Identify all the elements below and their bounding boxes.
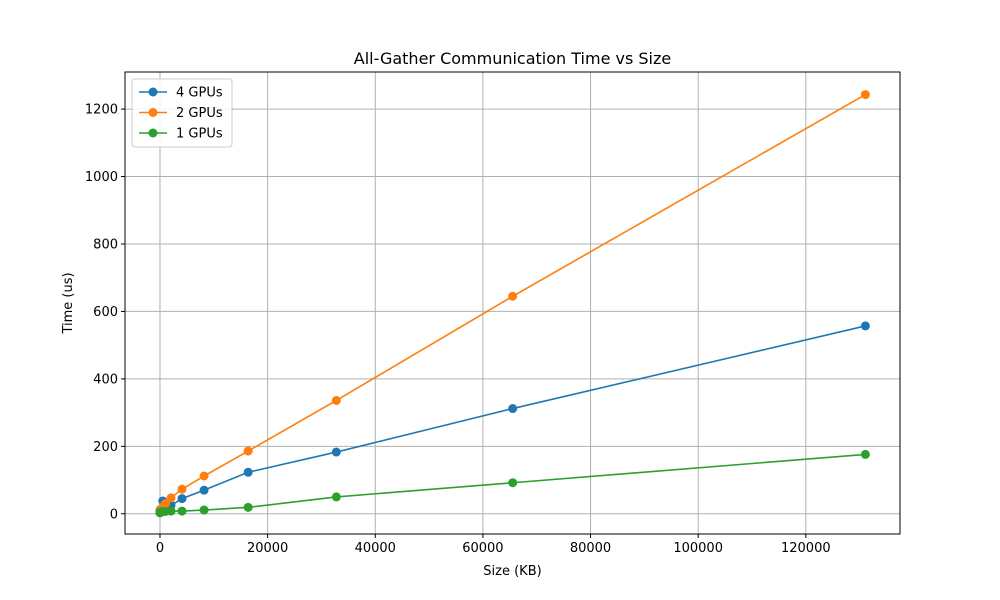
data-point bbox=[860, 90, 870, 100]
data-point bbox=[243, 502, 253, 512]
data-point bbox=[508, 291, 518, 301]
x-tick-label: 60000 bbox=[462, 541, 503, 556]
data-point bbox=[199, 471, 209, 481]
data-point bbox=[243, 467, 253, 477]
legend-item: 2 GPUs bbox=[139, 106, 223, 121]
x-tick-label: 20000 bbox=[247, 541, 288, 556]
series-2 bbox=[155, 449, 870, 518]
y-axis-label: Time (us) bbox=[61, 272, 76, 334]
y-tick-label: 800 bbox=[93, 237, 118, 252]
legend-marker bbox=[148, 128, 158, 138]
x-tick-label: 40000 bbox=[355, 541, 396, 556]
x-tick-label: 80000 bbox=[570, 541, 611, 556]
y-tick-label: 0 bbox=[110, 507, 118, 522]
series-layer bbox=[155, 90, 870, 518]
legend-item: 4 GPUs bbox=[139, 86, 223, 101]
x-axis-label: Size (KB) bbox=[483, 564, 541, 579]
data-point bbox=[199, 485, 209, 495]
y-tick-label: 200 bbox=[93, 440, 118, 455]
legend-marker bbox=[148, 87, 158, 97]
data-point bbox=[166, 506, 176, 516]
legend-item: 1 GPUs bbox=[139, 127, 223, 142]
data-point bbox=[177, 494, 187, 504]
x-tick-label: 120000 bbox=[781, 541, 831, 556]
legend: 4 GPUs 2 GPUs 1 GPUs bbox=[131, 78, 233, 148]
x-tick-label: 0 bbox=[156, 541, 164, 556]
tick-layer: 0 20000 40000 60000 80000 100000 120000 0 200 400… bbox=[85, 103, 831, 556]
data-point bbox=[166, 493, 176, 503]
legend-marker bbox=[148, 108, 158, 117]
y-tick-label: 1200 bbox=[85, 103, 118, 118]
y-tick-label: 600 bbox=[93, 305, 118, 320]
legend-box bbox=[131, 78, 233, 148]
data-point bbox=[331, 492, 341, 502]
data-point bbox=[199, 505, 209, 515]
plot-frame bbox=[124, 71, 901, 535]
y-tick-label: 400 bbox=[93, 372, 118, 387]
data-point bbox=[508, 478, 518, 488]
data-point bbox=[860, 449, 870, 459]
x-tick-label: 100000 bbox=[673, 541, 723, 556]
data-point bbox=[860, 321, 870, 331]
y-tick-label: 1000 bbox=[85, 170, 118, 185]
data-point bbox=[177, 484, 187, 494]
data-point bbox=[177, 506, 187, 516]
chart-title: All-Gather Communication Time vs Size bbox=[354, 49, 672, 68]
data-point bbox=[508, 404, 518, 414]
legend-label: 2 GPUs bbox=[176, 106, 223, 121]
data-point bbox=[331, 395, 341, 405]
legend-label: 1 GPUs bbox=[176, 127, 223, 142]
legend-label: 4 GPUs bbox=[176, 86, 223, 101]
grid-layer bbox=[125, 72, 900, 534]
data-point bbox=[331, 447, 341, 457]
data-point bbox=[243, 446, 253, 456]
data-point bbox=[160, 499, 170, 509]
